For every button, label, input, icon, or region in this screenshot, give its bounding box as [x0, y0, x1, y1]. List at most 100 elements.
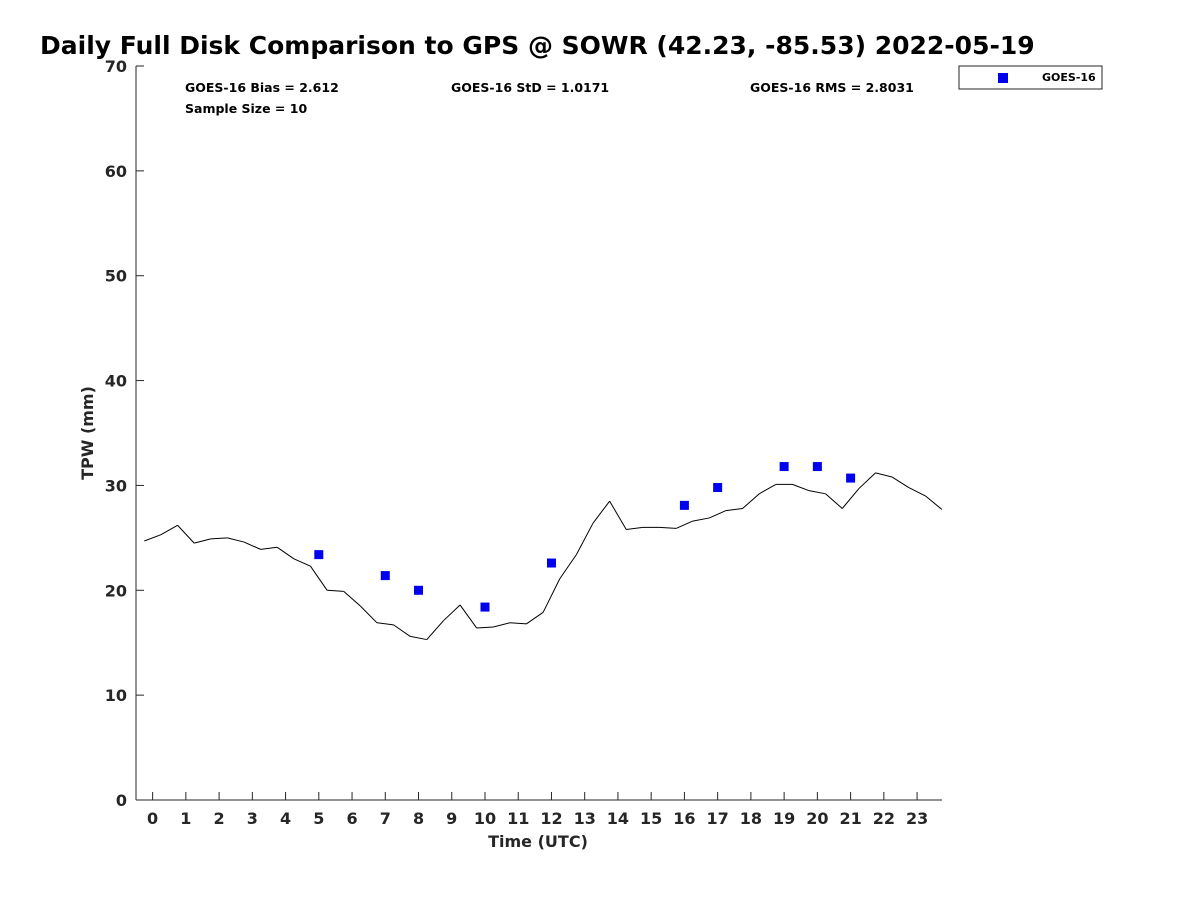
- goes-16-point: [414, 585, 424, 595]
- bias-stat: GOES-16 Bias = 2.612: [185, 80, 339, 95]
- legend-box: [958, 65, 1103, 90]
- y-tick-label: 50: [105, 267, 127, 286]
- x-tick-label: 20: [806, 809, 828, 828]
- gps-line-segment: [493, 622, 511, 628]
- gps-line-segment: [327, 589, 344, 592]
- chart-title: Daily Full Disk Comparison to GPS @ SOWR…: [40, 31, 1035, 60]
- goes-16-point: [846, 473, 856, 483]
- x-tick-label: 14: [607, 809, 629, 828]
- x-tick-label: 10: [474, 809, 496, 828]
- goes-16-point: [546, 558, 556, 568]
- goes-16-point: [713, 483, 723, 493]
- gps-line-segment: [177, 524, 195, 544]
- x-tick-label: 4: [280, 809, 291, 828]
- gps-line-segment: [858, 472, 876, 489]
- x-tick-label: 18: [740, 809, 762, 828]
- gps-line-segment: [875, 472, 893, 478]
- x-tick-label: 5: [313, 809, 324, 828]
- gps-line-segment: [227, 537, 245, 543]
- x-tick-label: 12: [540, 809, 562, 828]
- gps-line-segment: [575, 522, 594, 555]
- y-tick-label: 40: [105, 372, 127, 391]
- y-tick-label: 70: [105, 57, 127, 76]
- gps-line-segment: [626, 526, 643, 530]
- goes-16-point: [812, 462, 822, 472]
- gps-line-segment: [792, 483, 810, 492]
- x-tick-label: 8: [413, 809, 424, 828]
- gps-line-segment: [526, 611, 544, 625]
- gps-line-segment: [443, 604, 461, 622]
- goes-16-series: [314, 462, 856, 612]
- gps-line-segment: [276, 546, 295, 560]
- gps-line-segment: [609, 500, 627, 530]
- gps-line-segment: [293, 558, 311, 567]
- x-tick-label: 0: [147, 809, 158, 828]
- gps-line-segment: [243, 541, 261, 550]
- rms-stat: GOES-16 RMS = 2.8031: [750, 80, 914, 95]
- x-tick-label: 13: [574, 809, 596, 828]
- y-tick-label: 20: [105, 581, 127, 600]
- legend-marker-goes-16: [998, 73, 1008, 83]
- y-tick-label: 10: [105, 686, 127, 705]
- x-tick-label: 16: [673, 809, 695, 828]
- gps-line-segment: [891, 476, 910, 488]
- gps-line-segment: [692, 517, 710, 522]
- gps-line-segment: [476, 626, 494, 629]
- gps-line-segment: [260, 546, 278, 550]
- gps-line-segment: [559, 554, 577, 580]
- gps-line-segment: [194, 538, 211, 544]
- x-tick-label: 7: [380, 809, 391, 828]
- gps-line-segment: [925, 495, 943, 510]
- gps-line-segment: [393, 624, 411, 637]
- gps-line-segment: [144, 534, 162, 542]
- gps-line-segment: [675, 520, 693, 529]
- gps-line-segment: [459, 604, 478, 629]
- y-axis-label: TPW (mm): [78, 386, 97, 480]
- gps-line-segment: [160, 524, 178, 536]
- gps-line-segment: [410, 635, 427, 641]
- x-axis-label: Time (UTC): [488, 832, 588, 851]
- gps-line-series: [144, 472, 943, 641]
- gps-line-segment: [310, 565, 328, 591]
- x-tick-label: 21: [839, 809, 861, 828]
- gps-line-segment: [742, 493, 760, 509]
- plot-area: [135, 66, 942, 801]
- gps-line-segment: [426, 620, 444, 640]
- std-stat: GOES-16 StD = 1.0171: [451, 80, 609, 95]
- gps-line-segment: [758, 483, 777, 495]
- gps-line-segment: [825, 493, 843, 509]
- gps-line-segment: [725, 508, 743, 512]
- x-tick-label: 22: [873, 809, 895, 828]
- y-tick-label: 0: [116, 791, 127, 810]
- gps-line-segment: [359, 605, 378, 624]
- goes-16-point: [380, 571, 390, 581]
- legend: GOES-16: [958, 65, 1103, 90]
- gps-line-segment: [841, 488, 860, 509]
- goes-16-point: [679, 500, 689, 510]
- x-tick-label: 11: [507, 809, 529, 828]
- legend-label-goes-16: GOES-16: [1042, 71, 1096, 84]
- goes-16-point: [314, 550, 324, 560]
- gps-line-segment: [376, 622, 394, 626]
- gps-line-segment: [808, 490, 826, 495]
- x-tick-label: 15: [640, 809, 662, 828]
- x-ticks: 0 1 2 3 4 5 6 7 8 9 10 11 12 13 14 15 16 17 18 19 20 21 22 23: [147, 792, 928, 828]
- gps-line-segment: [659, 526, 677, 529]
- gps-line-segment: [908, 487, 926, 497]
- x-tick-label: 6: [346, 809, 357, 828]
- y-tick-label: 30: [105, 476, 127, 495]
- gps-line-segment: [509, 622, 527, 625]
- y-tick-label: 60: [105, 162, 127, 181]
- x-tick-label: 9: [446, 809, 457, 828]
- gps-line-segment: [210, 537, 228, 540]
- x-tick-label: 1: [180, 809, 191, 828]
- sample-size-stat: Sample Size = 10: [185, 101, 307, 116]
- gps-line-segment: [592, 500, 611, 524]
- x-tick-label: 23: [906, 809, 928, 828]
- x-tick-label: 17: [707, 809, 729, 828]
- x-tick-label: 3: [247, 809, 258, 828]
- x-tick-label: 19: [773, 809, 795, 828]
- y-ticks: 0 10 20 30 40 50 60 70: [105, 57, 144, 810]
- goes-16-point: [480, 602, 490, 612]
